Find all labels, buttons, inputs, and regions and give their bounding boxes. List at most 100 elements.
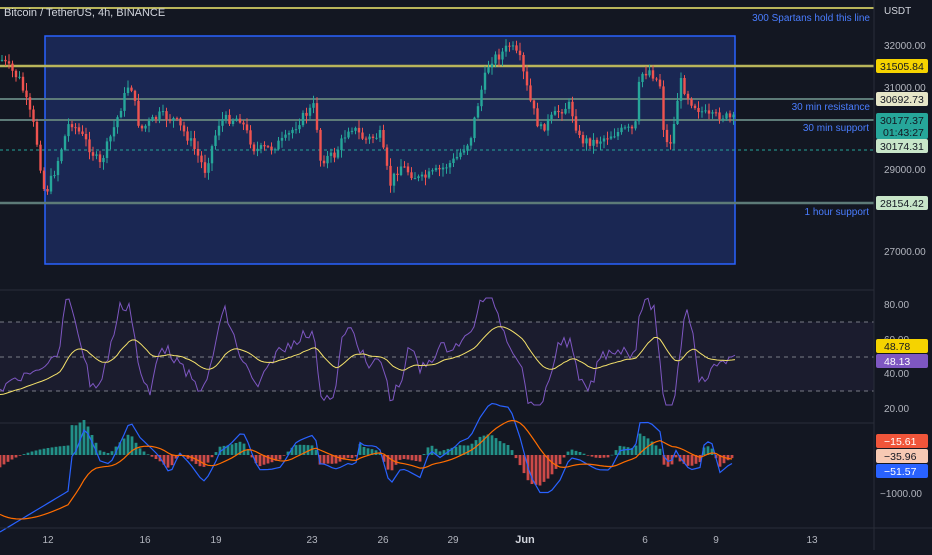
rsi-line[interactable] — [0, 297, 736, 406]
candle-body — [634, 121, 637, 129]
candle-body — [427, 171, 431, 178]
candle-body — [690, 98, 693, 106]
macd-histogram-bar — [494, 438, 498, 455]
macd-histogram-bar — [162, 455, 166, 465]
candle-body — [60, 149, 63, 162]
macd-histogram-bar — [50, 447, 54, 455]
candle-body — [560, 112, 564, 114]
macd-histogram-bar — [458, 445, 462, 455]
chart-title[interactable]: Bitcoin / TetherUS, 4h, BINANCE — [4, 7, 165, 19]
macd-histogram-bar — [418, 455, 422, 462]
macd-histogram-bar — [310, 445, 314, 455]
macd-histogram-bar — [406, 455, 410, 460]
macd-histogram-bar — [674, 455, 678, 458]
macd-histogram-bar — [638, 433, 642, 455]
candle-body — [679, 78, 683, 101]
macd-histogram-bar — [598, 455, 602, 458]
macd-histogram-bar — [654, 445, 658, 455]
candle-body — [252, 144, 256, 152]
candle-body — [74, 127, 77, 129]
macd-histogram-bar — [170, 455, 174, 466]
candle-body — [686, 93, 690, 99]
current-price-value: 30177.37 — [880, 115, 924, 127]
macd-histogram-bar — [102, 451, 106, 455]
macd-line[interactable] — [0, 402, 733, 533]
macd-histogram-bar — [122, 438, 126, 455]
macd-histogram-bar — [554, 455, 558, 469]
candle-body — [147, 120, 151, 126]
macd-histogram-bar — [374, 450, 378, 455]
macd-histogram-bar — [586, 455, 590, 456]
time-label-19: 19 — [210, 535, 222, 546]
candle-body — [504, 45, 508, 52]
candle-body — [532, 100, 536, 109]
candle-body — [242, 122, 245, 125]
macd-histogram-bar — [342, 455, 346, 460]
macd-histogram-bar — [722, 455, 726, 464]
currency-label: USDT — [884, 6, 911, 17]
macd-histogram-bar — [546, 455, 550, 479]
candle-body — [392, 173, 396, 186]
macd-histogram-bar — [398, 455, 402, 460]
candle-body — [88, 139, 91, 153]
candle-body — [105, 141, 109, 158]
candle-body — [39, 144, 42, 171]
candle-body — [189, 138, 193, 141]
macd-histogram-bar — [18, 455, 22, 456]
candle-body — [182, 125, 186, 132]
price-axis[interactable]: USDT 32000.00 31000.00 29000.00 27000.00… — [873, 0, 932, 550]
macd-histogram-bar — [202, 455, 206, 467]
candlestick-series[interactable] — [0, 39, 735, 195]
signal-line[interactable] — [0, 419, 733, 520]
macd-histogram-bar — [558, 455, 562, 465]
candle-body — [49, 175, 53, 192]
macd-histogram-bar — [706, 446, 710, 455]
candle-body — [644, 73, 648, 76]
candle-body — [529, 85, 532, 101]
macd-histogram-bar — [530, 455, 534, 484]
candle-body — [172, 118, 175, 121]
candle-body — [280, 137, 284, 141]
macd-histogram-bar — [582, 453, 586, 455]
candle-body — [592, 139, 595, 146]
candle-body — [452, 158, 455, 163]
macd-histogram-bar — [542, 455, 546, 482]
candle-body — [193, 138, 196, 149]
candle-body — [403, 166, 406, 168]
candle-body — [606, 138, 609, 140]
candle-body — [714, 112, 718, 114]
candle-body — [665, 129, 669, 143]
macd-histogram-bar — [534, 455, 538, 485]
candle-body — [459, 152, 462, 157]
candle-body — [116, 117, 119, 128]
macd-histogram-bar — [118, 442, 122, 455]
macd-histogram-bar — [370, 449, 374, 455]
rsi-ma-line[interactable] — [0, 326, 736, 395]
candle-body — [693, 105, 697, 108]
candle-body — [28, 97, 32, 110]
candle-body — [151, 117, 154, 121]
macd-histogram-bar — [86, 426, 90, 455]
candle-body — [672, 124, 676, 144]
candle-body — [448, 163, 452, 168]
candle-body — [445, 167, 448, 169]
candle-body — [207, 163, 210, 173]
macd-histogram-bar — [70, 425, 74, 455]
candle-body — [511, 45, 515, 47]
candle-body — [266, 146, 270, 148]
candle-body — [637, 81, 641, 122]
macd-histogram-bar — [154, 455, 158, 459]
candle-body — [434, 168, 438, 171]
macd-histogram-bar — [702, 447, 706, 455]
candle-body — [368, 136, 371, 140]
macd-histogram-bar — [394, 455, 398, 465]
time-axis[interactable]: 12 16 19 23 26 29 Jun 6 9 13 — [0, 527, 932, 546]
candle-body — [7, 61, 11, 64]
macd-histogram-bar — [438, 451, 442, 455]
macd-histogram-bar — [130, 436, 134, 455]
price-tag-28154-text: 28154.42 — [880, 198, 924, 210]
macd-histogram-bar — [298, 444, 302, 455]
candle-body — [217, 125, 221, 136]
